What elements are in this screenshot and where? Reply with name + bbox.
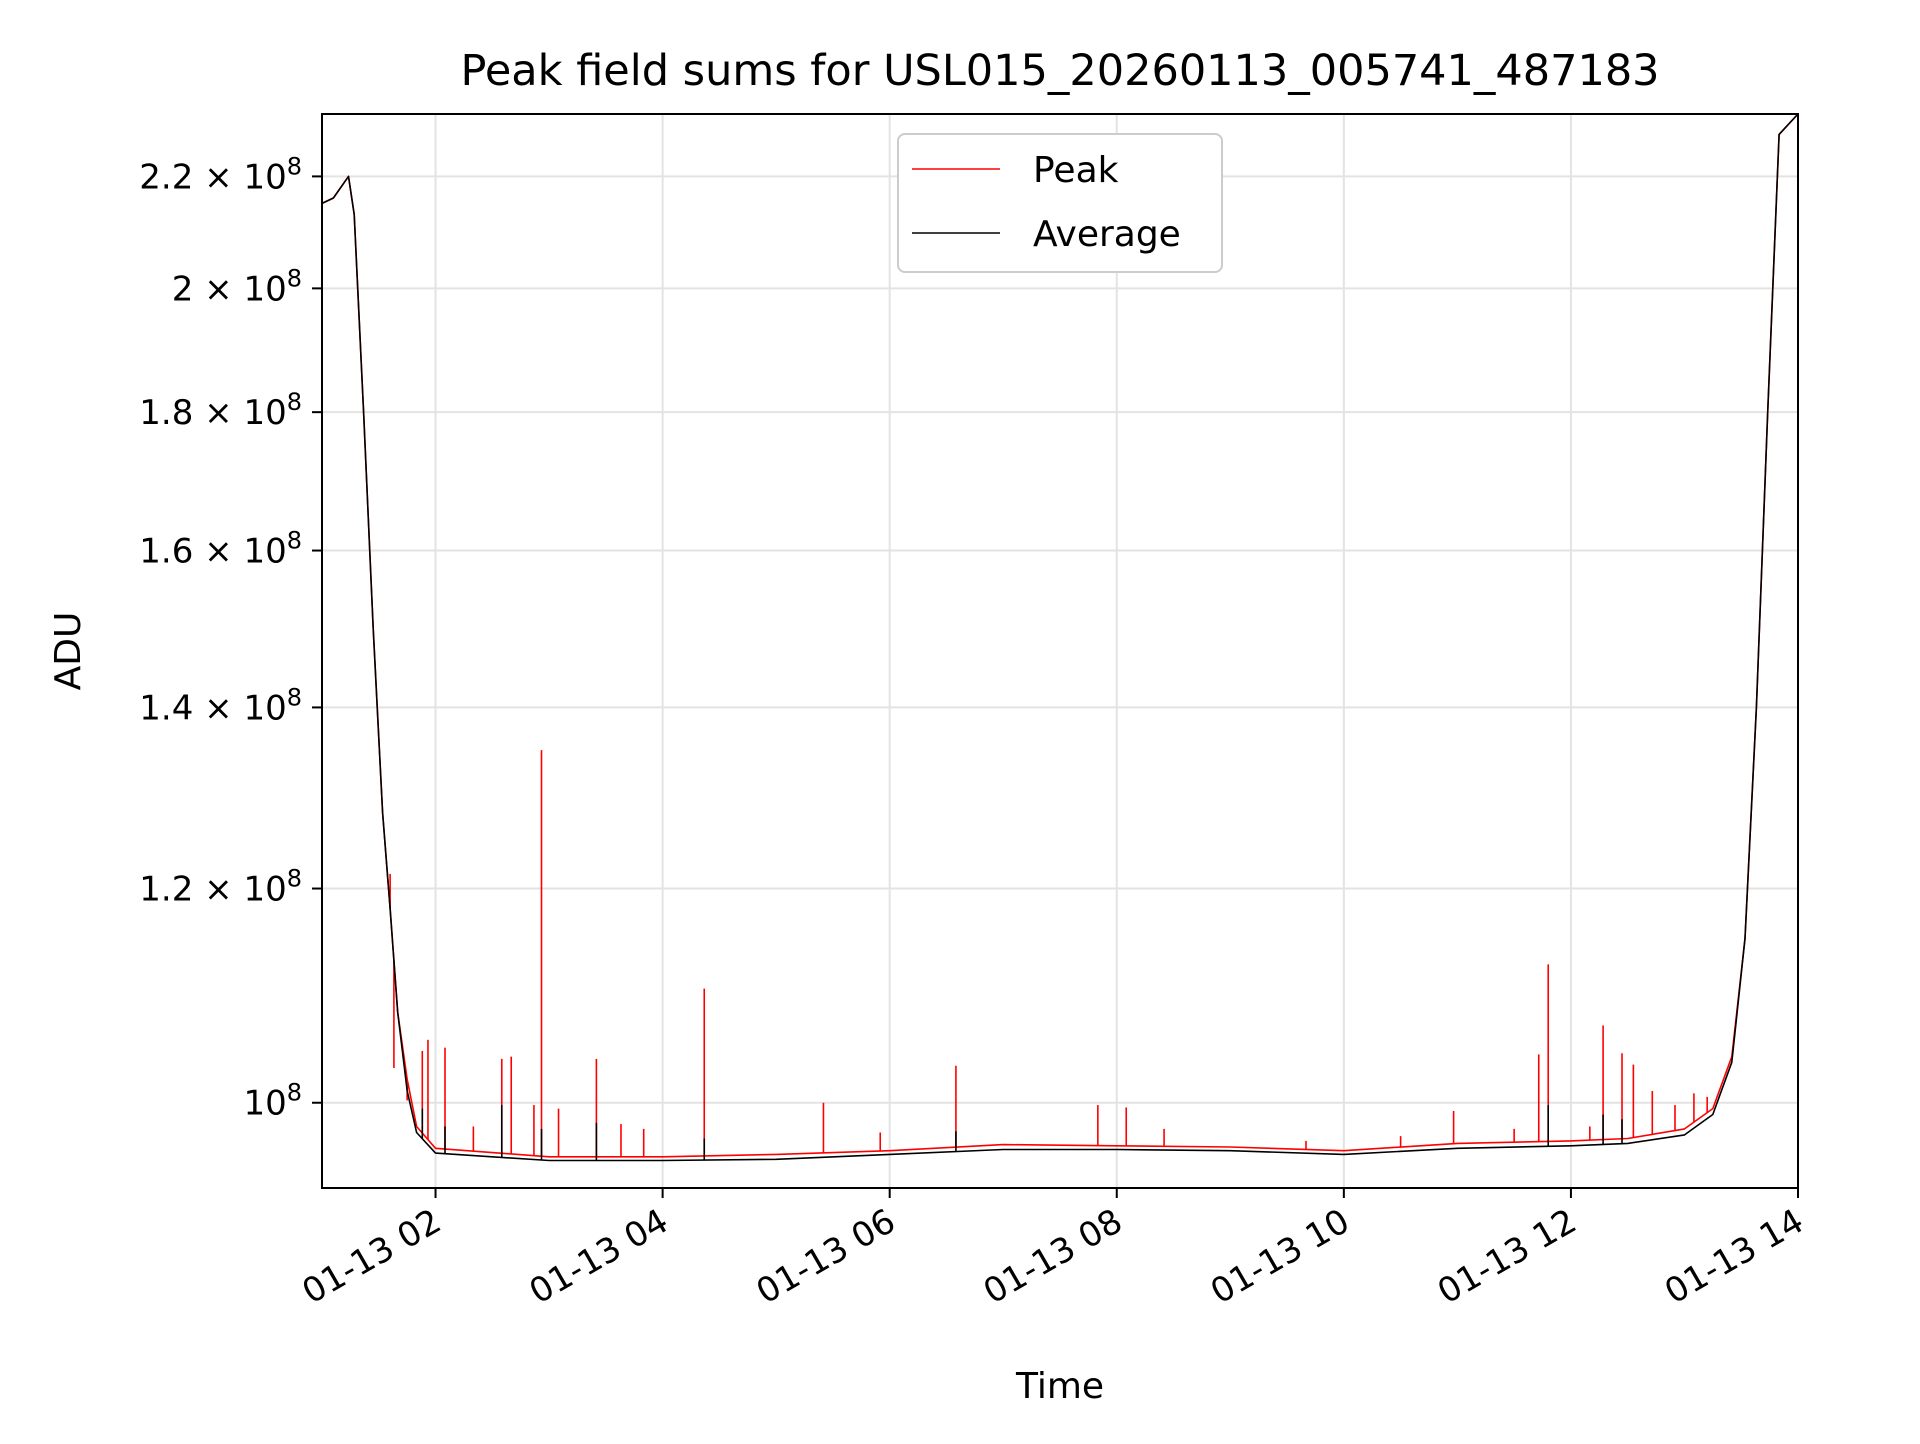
y-tick-label: 1.2 × 108	[139, 865, 302, 910]
y-tick-label: 1.4 × 108	[139, 683, 302, 728]
y-tick-label: 1.6 × 108	[139, 527, 302, 572]
y-tick-label: 2.2 × 108	[139, 152, 302, 197]
x-axis-label: Time	[1015, 1366, 1104, 1407]
legend: Peak Average	[897, 133, 1223, 273]
y-tick-label: 1.8 × 108	[139, 388, 302, 433]
series-layer	[322, 114, 1798, 1162]
y-axis-label: ADU	[48, 612, 89, 691]
y-tick-label: 2 × 108	[172, 264, 302, 309]
legend-label-average: Average	[1033, 214, 1181, 255]
y-tick-label: 108	[243, 1079, 302, 1124]
legend-label-peak: Peak	[1033, 150, 1119, 191]
y-axis: 108 1.2 × 108 1.4 × 108 1.6 × 108 1.8 × 108 2…	[139, 152, 322, 1124]
chart-title: Peak field sums for USL015_20260113_0057…	[460, 46, 1659, 96]
plot-frame	[321, 113, 1799, 1189]
series-line-average	[322, 114, 1798, 1162]
